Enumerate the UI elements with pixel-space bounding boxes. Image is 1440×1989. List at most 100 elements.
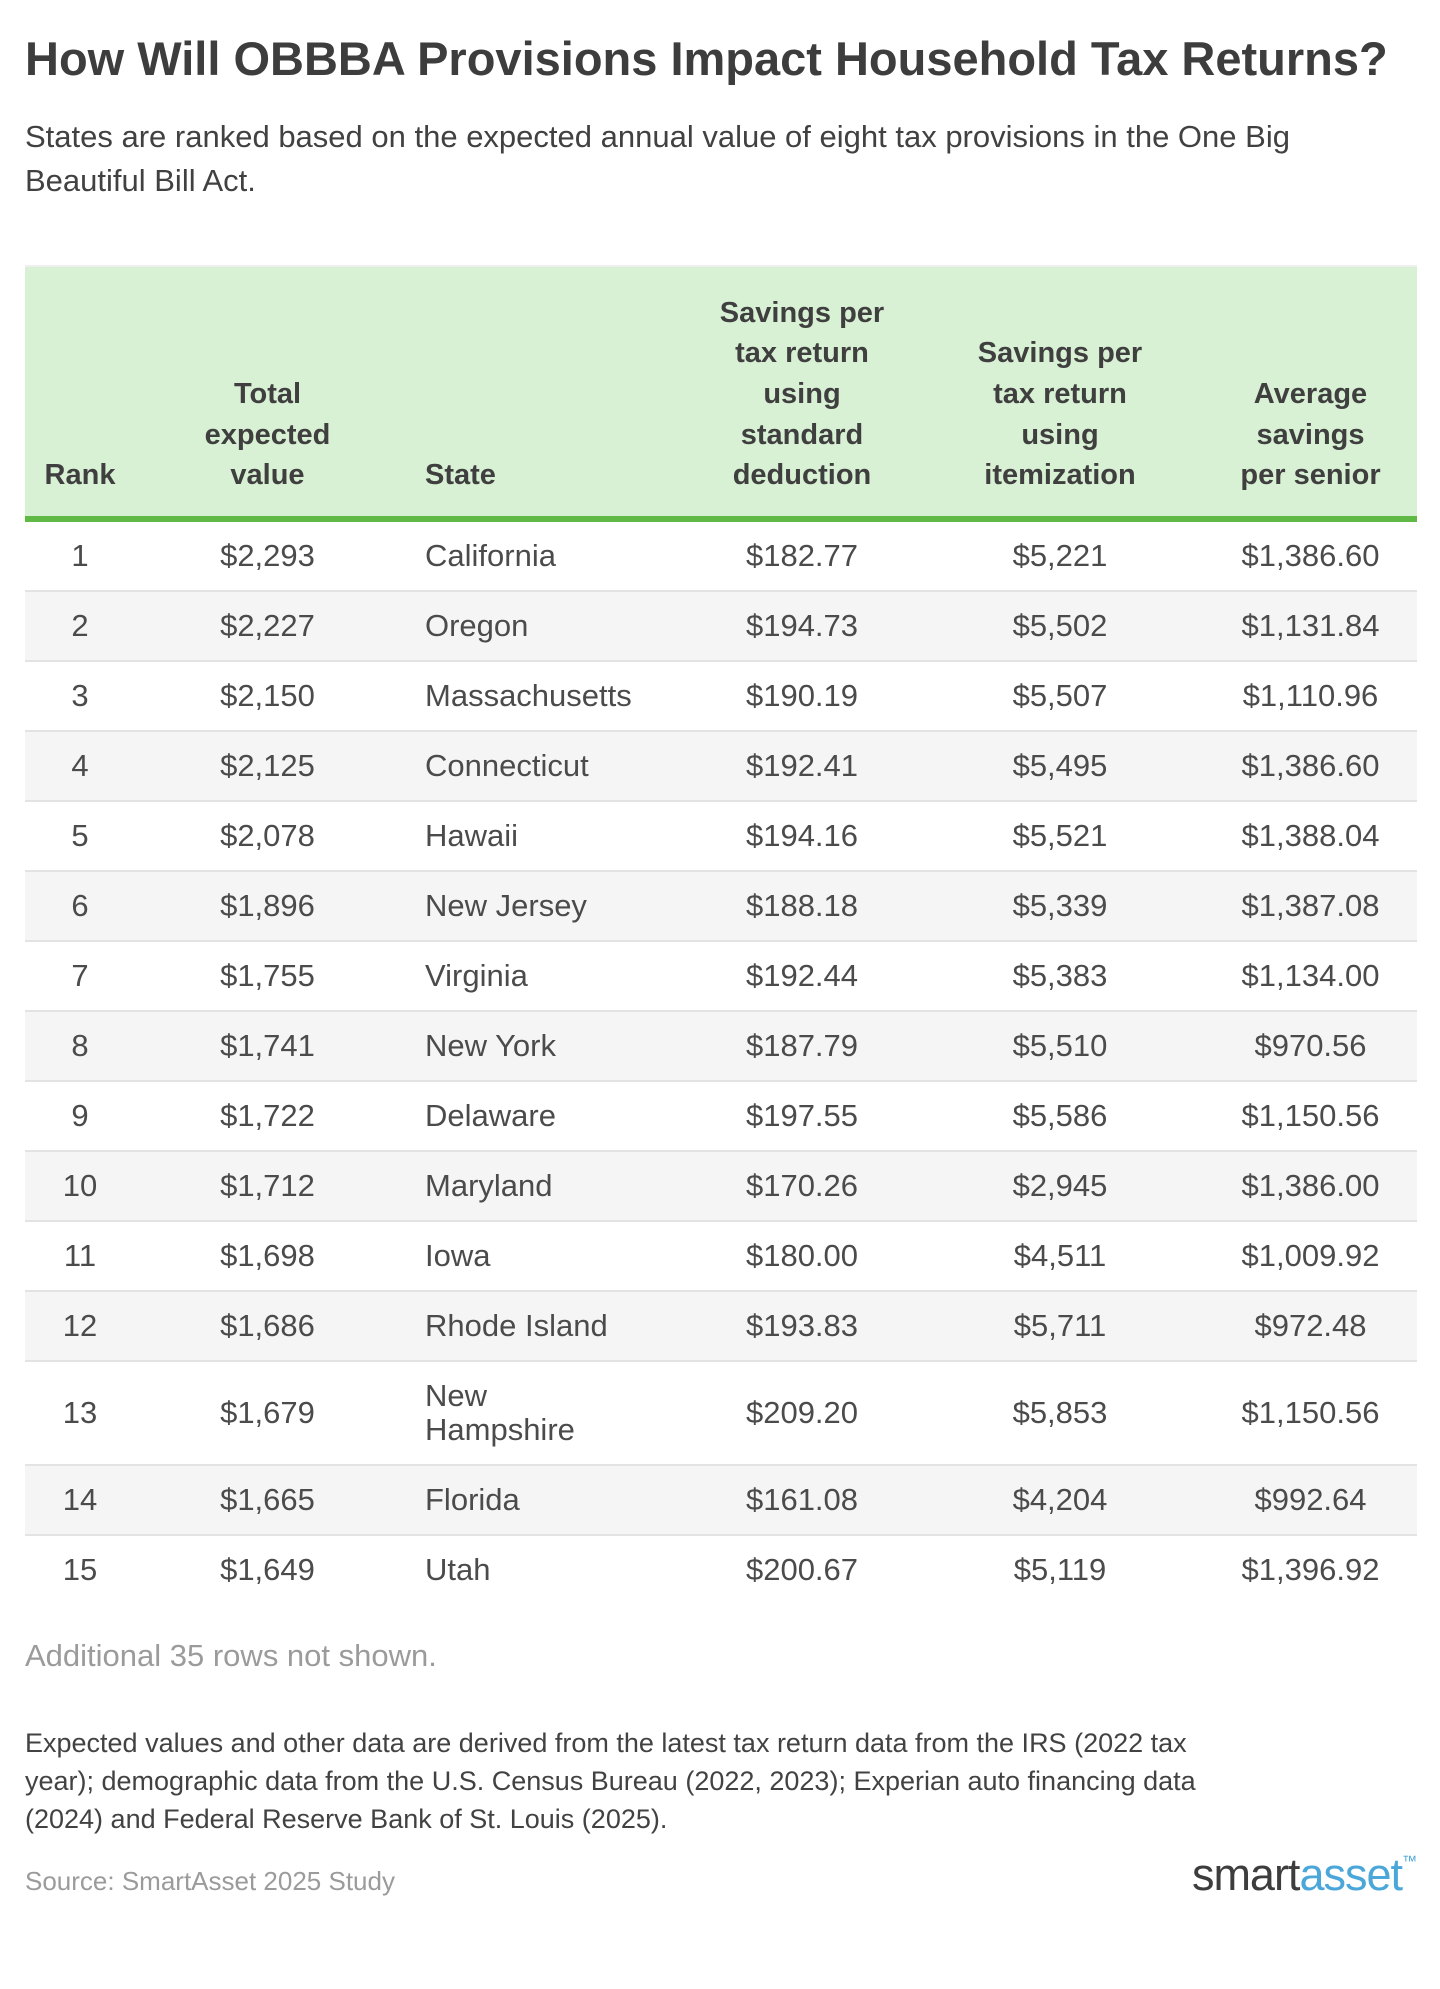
table-row: 3 $2,150 Massachusetts $190.19 $5,507 $1,110.… [25, 659, 1417, 731]
cell-state: Connecticut [400, 729, 688, 801]
table-row: 12 $1,686 Rhode Island $193.83 $5,711 $972.48 [25, 1289, 1417, 1361]
cell-state: California [425, 537, 556, 573]
cell-std: $161.08 [688, 1463, 916, 1535]
cell-senior: $1,131.84 [1184, 589, 1417, 661]
cell-senior: $1,150.56 [1184, 1079, 1417, 1151]
page-subtitle: States are ranked based on the expected … [25, 118, 1290, 198]
cell-state: Virginia [400, 939, 688, 1011]
source-row: Source: SmartAsset 2025 Study smartasset… [25, 1852, 1417, 1897]
cell-rank: 11 [25, 1219, 135, 1291]
table-row: 5 $2,078 Hawaii $194.16 $5,521 $1,388.04 [25, 799, 1417, 871]
cell-state: Massachusetts [400, 659, 688, 731]
additional-rows-note: Additional 35 rows not shown. [25, 1637, 437, 1673]
cell-total: $1,698 [135, 1219, 400, 1291]
table-row: 10 $1,712 Maryland $170.26 $2,945 $1,386.00 [25, 1149, 1417, 1221]
cell-total: $1,755 [135, 939, 400, 1011]
col-header-average-savings-per-senior: Average savings per senior [1184, 265, 1417, 522]
col-header-state: State [400, 265, 688, 522]
cell-rank: 13 [25, 1359, 135, 1465]
rankings-table: Rank Total expected value State Savings … [25, 264, 1417, 1604]
cell-state: Delaware [400, 1079, 688, 1151]
cell-std: $190.19 [688, 659, 916, 731]
cell-item: $4,204 [916, 1463, 1184, 1535]
cell-rank: 10 [25, 1149, 135, 1221]
cell-state: New York [400, 1009, 688, 1081]
cell-senior: $1,110.96 [1184, 659, 1417, 731]
cell-total: $1,712 [135, 1149, 400, 1221]
cell-std: $170.26 [688, 1149, 916, 1221]
cell-total: $2,227 [135, 589, 400, 661]
cell-item: $2,945 [916, 1149, 1184, 1221]
cell-std: $209.20 [688, 1359, 916, 1465]
cell-std: $187.79 [688, 1009, 916, 1081]
cell-senior: $1,386.60 [1184, 729, 1417, 801]
cell-rank: 6 [25, 869, 135, 941]
cell-item: $5,521 [916, 799, 1184, 871]
table-row: 9 $1,722 Delaware $197.55 $5,586 $1,150.56 [25, 1079, 1417, 1151]
col-header-total-expected-value: Total expected value [135, 265, 400, 522]
cell-item: $4,511 [916, 1219, 1184, 1291]
cell-item: $5,119 [916, 1533, 1184, 1604]
cell-state: Florida [400, 1463, 688, 1535]
cell-senior: $1,388.04 [1184, 799, 1417, 871]
col-header-savings-standard-deduction: Savings per tax return using standard de… [688, 265, 916, 522]
cell-total: $1,896 [135, 869, 400, 941]
infographic: How Will OBBBA Provisions Impact Househo… [0, 26, 1440, 1897]
cell-total: $1,722 [135, 1079, 400, 1151]
cell-total: $2,150 [135, 659, 400, 731]
cell-total: $2,293 [220, 537, 315, 573]
cell-senior: $972.48 [1184, 1289, 1417, 1361]
cell-item: $5,383 [916, 939, 1184, 1011]
cell-senior: $1,386.60 [1241, 537, 1380, 573]
cell-state: Oregon [400, 589, 688, 661]
table-row: 11 $1,698 Iowa $180.00 $4,511 $1,009.92 [25, 1219, 1417, 1291]
col-header-savings-itemization: Savings per tax return using itemization [916, 265, 1184, 522]
cell-std: $182.77 [745, 537, 859, 573]
cell-senior: $970.56 [1184, 1009, 1417, 1081]
cell-state: Hawaii [400, 799, 688, 871]
cell-state: New Hampshire [400, 1359, 688, 1465]
cell-state: Maryland [400, 1149, 688, 1221]
table-row: 13 $1,679 New Hampshire $209.20 $5,853 $1,150… [25, 1359, 1417, 1465]
logo-smart-text: smart [1191, 1848, 1300, 1900]
cell-std: $200.67 [688, 1533, 916, 1604]
cell-rank: 3 [25, 659, 135, 731]
cell-senior: $1,134.00 [1184, 939, 1417, 1011]
cell-item: $5,711 [916, 1289, 1184, 1361]
table-row: 6 $1,896 New Jersey $188.18 $5,339 $1,387.08 [25, 869, 1417, 941]
col-header-rank: Rank [25, 265, 135, 522]
cell-std: $192.44 [688, 939, 916, 1011]
cell-rank: 12 [25, 1289, 135, 1361]
cell-rank: 1 [71, 537, 89, 573]
cell-rank: 15 [25, 1533, 135, 1604]
cell-item: $5,510 [916, 1009, 1184, 1081]
cell-item: $5,221 [1012, 537, 1108, 573]
cell-rank: 8 [25, 1009, 135, 1081]
cell-senior: $1,387.08 [1184, 869, 1417, 941]
table-row: 2 $2,227 Oregon $194.73 $5,502 $1,131.84 [25, 589, 1417, 661]
table-row: 14 $1,665 Florida $161.08 $4,204 $992.64 [25, 1463, 1417, 1535]
cell-std: $193.83 [688, 1289, 916, 1361]
cell-std: $192.41 [688, 729, 916, 801]
cell-total: $1,665 [135, 1463, 400, 1535]
logo-asset-text: asset [1299, 1848, 1403, 1900]
cell-std: $194.16 [688, 799, 916, 871]
cell-std: $180.00 [688, 1219, 916, 1291]
table-row: 15 $1,649 Utah $200.67 $5,119 $1,396.92 [25, 1533, 1417, 1604]
table-body: 1 $2,293 California $182.77 $5,221 $1,386.60 2… [25, 519, 1417, 1604]
source-credit: Source: SmartAsset 2025 Study [25, 1865, 395, 1896]
cell-total: $1,741 [135, 1009, 400, 1081]
cell-senior: $992.64 [1184, 1463, 1417, 1535]
cell-item: $5,502 [916, 589, 1184, 661]
cell-senior: $1,396.92 [1184, 1533, 1417, 1604]
cell-std: $194.73 [688, 589, 916, 661]
cell-state: New Jersey [400, 869, 688, 941]
cell-item: $5,586 [916, 1079, 1184, 1151]
cell-rank: 4 [25, 729, 135, 801]
cell-item: $5,853 [916, 1359, 1184, 1465]
table-row: 7 $1,755 Virginia $192.44 $5,383 $1,134.00 [25, 939, 1417, 1011]
cell-item: $5,507 [916, 659, 1184, 731]
smartasset-logo: smartasset™ [1192, 1852, 1417, 1897]
cell-rank: 2 [25, 589, 135, 661]
cell-total: $2,078 [135, 799, 400, 871]
